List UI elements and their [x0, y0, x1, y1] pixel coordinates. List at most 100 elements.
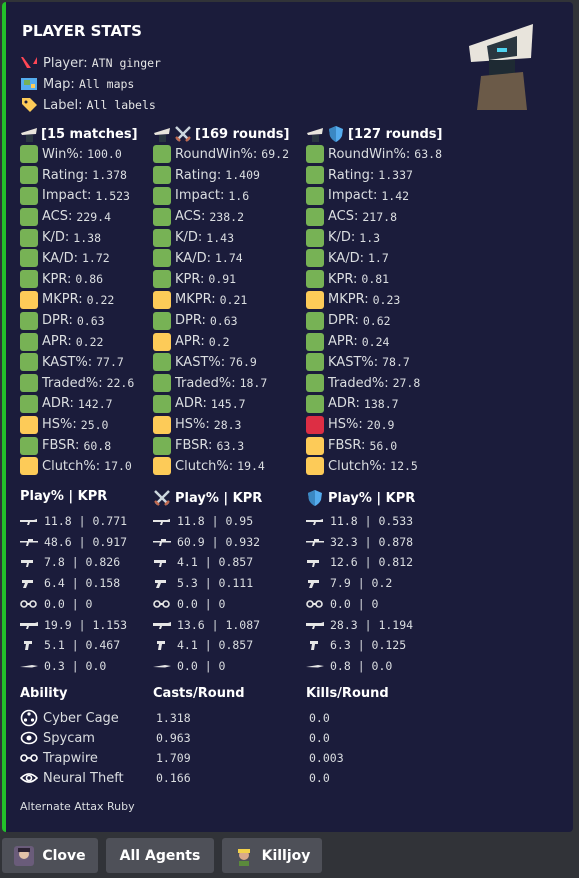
status-square-icon — [153, 186, 171, 205]
stat-value: 100.0 — [87, 147, 122, 162]
stats-column-overall: [15 matches] Win%: 100.0 Rating: 1.378 Impac… — [20, 124, 170, 477]
stat-value: 1.409 — [225, 168, 260, 183]
stat-label: ACS: — [175, 209, 206, 225]
kills-header: Kills/Round — [306, 686, 389, 701]
stat-value: 1.72 — [81, 251, 110, 266]
stat-label: Impact: — [42, 188, 92, 204]
stat-label: KAST%: — [328, 354, 379, 370]
status-square-icon — [153, 394, 171, 413]
stat-value: 217.8 — [362, 209, 397, 224]
stat-label: Rating: — [175, 167, 222, 183]
kills-per-round: 0.0 — [309, 731, 330, 745]
sidearm-icon — [157, 641, 165, 651]
status-square-icon — [20, 186, 38, 205]
stat-label: FBSR: — [42, 438, 80, 454]
stat-label: MKPR: — [175, 292, 216, 308]
stat-value: 1.7 — [367, 251, 389, 266]
column-header: [15 matches] — [20, 124, 170, 144]
sniper-icon — [20, 538, 38, 546]
weapon-stat-value: 28.3 | 1.194 — [330, 617, 414, 632]
status-square-icon — [153, 415, 171, 434]
weapon-stat-value: 0.0 | 0 — [44, 596, 93, 611]
pistol-icon — [22, 580, 33, 589]
stat-row: HS%: 28.3 — [153, 414, 303, 435]
stat-row: Traded%: 22.6 — [20, 373, 170, 394]
weapon-stat-value: 0.0 | 0 — [177, 658, 226, 673]
stat-value: 0.21 — [219, 292, 248, 307]
sniper-icon — [306, 538, 324, 546]
status-square-icon — [20, 290, 38, 309]
stat-label: K/D: — [175, 230, 203, 246]
stat-row: ADR: 145.7 — [153, 394, 303, 415]
stat-label: Impact: — [328, 188, 378, 204]
weapon-stat-value: 0.0 | 0 — [177, 596, 226, 611]
ability-name: Cyber Cage — [43, 710, 119, 726]
clove-button[interactable]: Clove — [2, 838, 98, 873]
agent-icon — [21, 128, 37, 142]
weapon-stat-value: 4.1 | 0.857 — [177, 638, 254, 653]
stat-row: Impact: 1.523 — [20, 186, 170, 207]
stat-row: KA/D: 1.74 — [153, 248, 303, 269]
stat-row: ADR: 142.7 — [20, 394, 170, 415]
stat-row: RoundWin%: 63.8 — [306, 144, 456, 165]
stat-value: 1.6 — [228, 188, 250, 203]
status-square-icon — [306, 311, 324, 330]
status-square-icon — [20, 207, 38, 226]
weapon-row: 6.4 | 0.158 — [20, 573, 120, 593]
neural-theft-icon — [20, 773, 38, 783]
ability-header: Ability — [20, 686, 68, 701]
stat-row: ACS: 229.4 — [20, 206, 170, 227]
killjoy-button[interactable]: Killjoy — [222, 838, 322, 873]
smg-icon — [21, 560, 33, 568]
weapon-row: 11.8 | 0.533 — [306, 511, 413, 531]
stat-label: APR: — [328, 334, 358, 350]
weapon-stat-value: 0.8 | 0.0 — [330, 658, 393, 673]
casts-per-round: 1.709 — [156, 751, 191, 765]
stat-label: ADR: — [328, 396, 360, 412]
all-agents-button[interactable]: All Agents — [106, 838, 214, 873]
weapon-row: 4.1 | 0.857 — [153, 552, 253, 572]
stat-value: 1.43 — [206, 230, 234, 245]
weapon-row: 0.8 | 0.0 — [306, 656, 392, 676]
status-square-icon — [306, 394, 324, 413]
status-square-icon — [153, 332, 171, 351]
stat-value: 1.38 — [73, 230, 101, 245]
sniper-icon — [153, 538, 171, 546]
stat-row: FBSR: 63.3 — [153, 435, 303, 456]
status-square-icon — [20, 311, 38, 330]
embed-footer: Alternate Attax Ruby — [20, 800, 135, 813]
stat-row: Rating: 1.337 — [306, 165, 456, 186]
weapon-stat-value: 11.8 | 0.771 — [44, 514, 128, 528]
stat-label: KPR: — [175, 271, 205, 287]
stat-row: MKPR: 0.23 — [306, 290, 456, 311]
stat-label: Rating: — [42, 167, 89, 183]
stat-row: APR: 0.2 — [153, 331, 303, 352]
status-square-icon — [20, 145, 38, 164]
status-square-icon — [306, 207, 324, 226]
stat-row: Rating: 1.409 — [153, 165, 303, 186]
stat-row: MKPR: 0.21 — [153, 290, 303, 311]
status-square-icon — [153, 249, 171, 268]
status-square-icon — [20, 166, 38, 185]
embed-title: PLAYER STATS — [22, 22, 142, 40]
pistol-icon — [308, 580, 319, 589]
weapon-stat-value: 0.3 | 0.0 — [44, 658, 107, 673]
kills-per-round: 0.0 — [309, 771, 330, 785]
spycam-icon — [20, 731, 38, 745]
ability-row: Spycam — [20, 728, 95, 748]
ability-name: Spycam — [43, 730, 95, 746]
stats-column-attack: [169 rounds] RoundWin%: 69.2 Rating: 1.409 I… — [153, 124, 303, 477]
weapon-stat-value: 11.8 | 0.95 — [177, 514, 254, 528]
stat-label: DPR: — [328, 313, 359, 329]
heavy-icon — [153, 621, 171, 629]
status-square-icon — [20, 457, 38, 476]
stat-label: FBSR: — [175, 438, 213, 454]
stat-label: ADR: — [175, 396, 207, 412]
kills-per-round: 0.003 — [309, 751, 344, 765]
stat-row: KPR: 0.81 — [306, 269, 456, 290]
stat-value: 229.4 — [76, 209, 111, 224]
stat-value: 69.2 — [261, 147, 289, 162]
stat-value: 22.6 — [106, 376, 135, 391]
stat-label: DPR: — [42, 313, 73, 329]
weapon-stat-value: 60.9 | 0.932 — [177, 534, 261, 549]
